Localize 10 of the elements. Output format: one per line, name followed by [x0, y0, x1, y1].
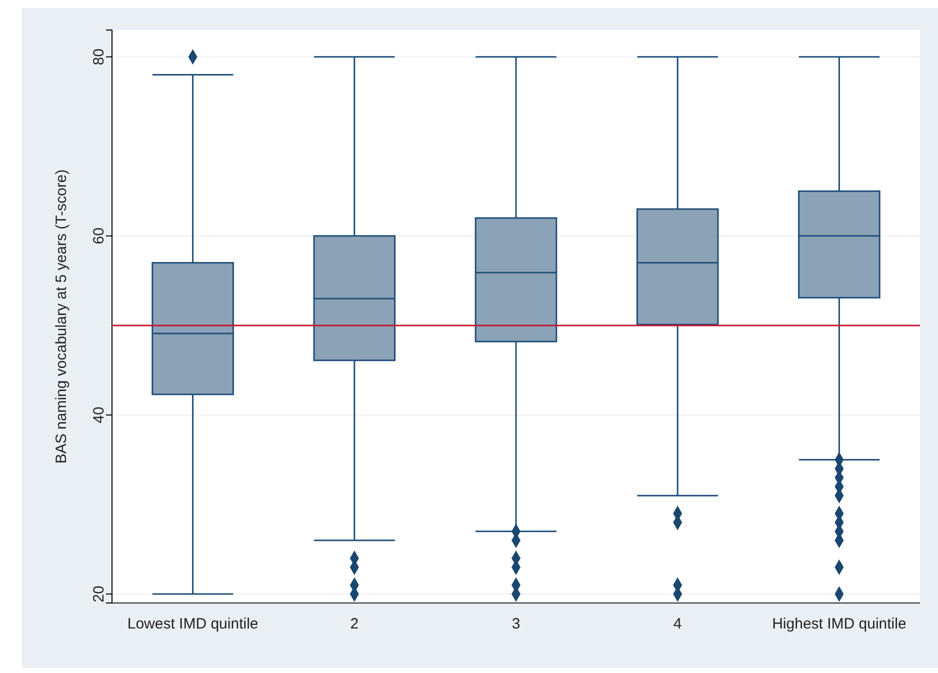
- y-tick-label: 60: [90, 228, 108, 244]
- x-tick-label: Highest IMD quintile: [772, 616, 906, 632]
- x-tick-label: 2: [350, 616, 359, 632]
- x-tick-label: 3: [512, 616, 520, 632]
- y-axis-title: BAS naming vocabulary at 5 years (T-score): [53, 169, 70, 464]
- y-tick-label: 40: [90, 406, 108, 424]
- y-tick-label: 20: [90, 586, 108, 602]
- x-tick-label: Lowest IMD quintile: [127, 616, 258, 632]
- y-tick-label: 80: [90, 48, 108, 66]
- x-tick-label: 4: [673, 616, 682, 632]
